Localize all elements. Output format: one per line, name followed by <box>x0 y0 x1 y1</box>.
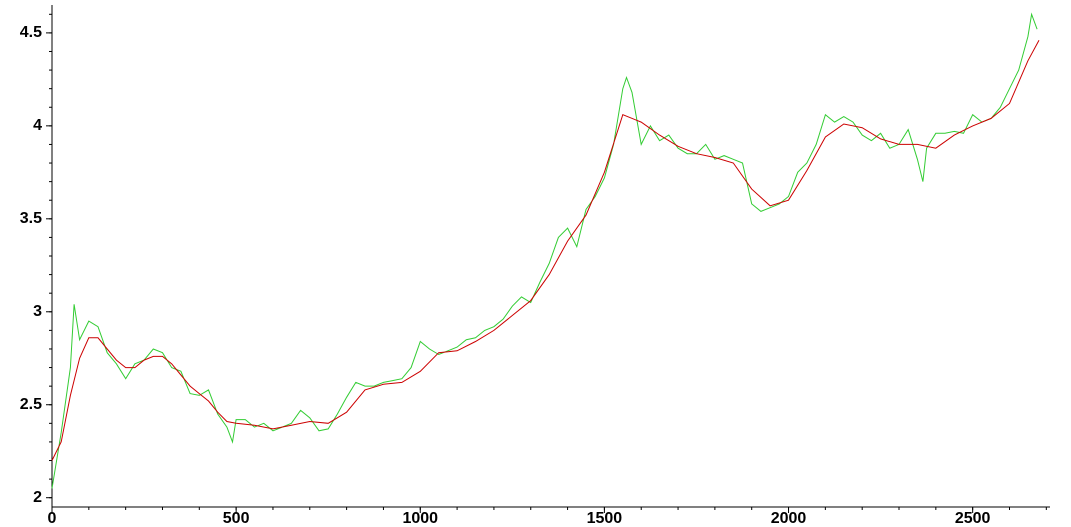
x-tick-label: 0 <box>48 510 57 527</box>
y-tick-label: 4.5 <box>20 24 42 41</box>
y-tick-label: 3 <box>33 303 42 320</box>
x-tick-label: 2500 <box>955 510 991 527</box>
x-tick-label: 500 <box>223 510 250 527</box>
y-tick-label: 3.5 <box>20 210 42 227</box>
y-tick-label: 2 <box>33 489 42 506</box>
series-line <box>51 40 1040 461</box>
y-tick-label: 4 <box>33 117 42 134</box>
y-tick-label: 2.5 <box>20 396 42 413</box>
series-line <box>51 12 1038 489</box>
x-tick-label: 1000 <box>402 510 438 527</box>
x-tick-label: 1500 <box>587 510 623 527</box>
x-tick-label: 2000 <box>771 510 807 527</box>
